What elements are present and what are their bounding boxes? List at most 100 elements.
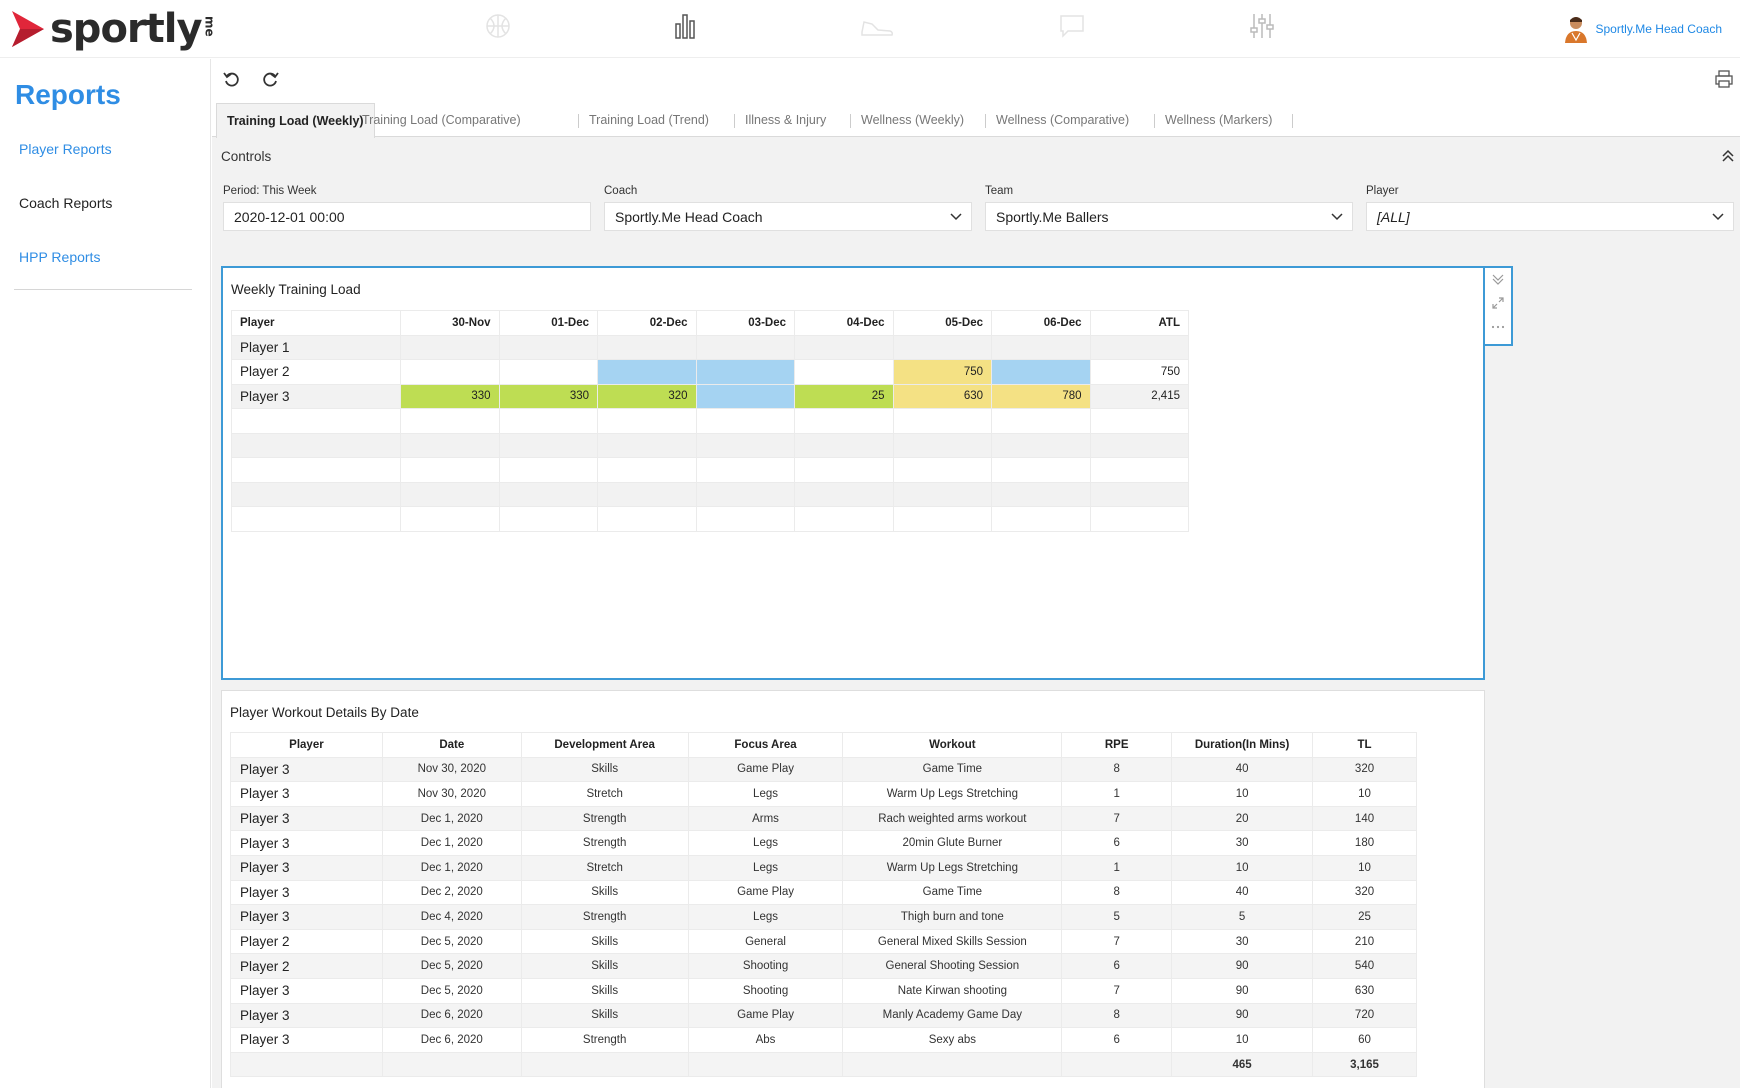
- load-cell[interactable]: [991, 334, 1091, 360]
- sidebar-item-player-reports[interactable]: Player Reports: [19, 141, 112, 157]
- focus-area-cell[interactable]: Legs: [687, 854, 844, 881]
- sidebar-item-coach-reports[interactable]: Coach Reports: [19, 195, 113, 211]
- tab-training-load-weekly[interactable]: Training Load (Weekly): [216, 103, 375, 138]
- rpe-cell[interactable]: 6: [1061, 1027, 1173, 1053]
- player-cell[interactable]: Player 3: [230, 1027, 383, 1053]
- shoe-icon[interactable]: [857, 8, 897, 44]
- development-area-cell[interactable]: Skills: [520, 1002, 689, 1029]
- load-cell[interactable]: [695, 334, 795, 360]
- date-cell[interactable]: Nov 30, 2020: [381, 781, 522, 807]
- date-cell[interactable]: Dec 6, 2020: [381, 1002, 522, 1029]
- player-workout-details-visual[interactable]: Player Workout Details By Date Player Da…: [221, 690, 1485, 1088]
- date-cell[interactable]: Dec 5, 2020: [381, 977, 522, 1004]
- load-cell[interactable]: 750: [892, 359, 992, 385]
- player-cell[interactable]: Player 3: [230, 805, 383, 832]
- load-cell[interactable]: [400, 359, 500, 385]
- focus-area-cell[interactable]: Legs: [687, 830, 844, 856]
- player-cell[interactable]: Player 3: [230, 781, 383, 807]
- focus-area-cell[interactable]: Abs: [687, 1027, 844, 1053]
- tab-wellness-comparative[interactable]: Wellness (Comparative): [996, 113, 1130, 127]
- focus-area-cell[interactable]: Legs: [687, 781, 844, 807]
- tl-cell[interactable]: 210: [1312, 928, 1417, 955]
- development-area-cell[interactable]: Skills: [520, 928, 689, 955]
- load-cell[interactable]: 320: [597, 383, 697, 409]
- tl-cell[interactable]: 720: [1312, 1002, 1417, 1029]
- column-header[interactable]: 06-Dec: [991, 310, 1091, 336]
- load-cell[interactable]: [597, 334, 697, 360]
- workout-cell[interactable]: General Shooting Session: [842, 953, 1063, 979]
- date-cell[interactable]: Dec 1, 2020: [381, 830, 522, 856]
- tl-cell[interactable]: 60: [1312, 1027, 1417, 1053]
- focus-area-cell[interactable]: Arms: [687, 805, 844, 832]
- column-header[interactable]: Focus Area: [687, 732, 844, 758]
- sliders-icon[interactable]: [1242, 8, 1282, 44]
- workout-cell[interactable]: Game Time: [842, 756, 1063, 783]
- column-header[interactable]: 30-Nov: [400, 310, 500, 336]
- tl-cell[interactable]: 180: [1312, 830, 1417, 856]
- sportly-logo[interactable]: sportly me: [8, 6, 217, 52]
- development-area-cell[interactable]: Strength: [520, 830, 689, 856]
- duration-cell[interactable]: 40: [1171, 879, 1314, 906]
- tl-cell[interactable]: 630: [1312, 977, 1417, 1004]
- focus-area-cell[interactable]: Game Play: [687, 1002, 844, 1029]
- workout-cell[interactable]: Rach weighted arms workout: [842, 805, 1063, 832]
- load-cell[interactable]: [794, 334, 894, 360]
- duration-cell[interactable]: 10: [1171, 1027, 1314, 1053]
- duration-cell[interactable]: 5: [1171, 904, 1314, 930]
- load-cell[interactable]: 25: [794, 383, 894, 409]
- workout-cell[interactable]: 20min Glute Burner: [842, 830, 1063, 856]
- workout-cell[interactable]: Sexy abs: [842, 1027, 1063, 1053]
- atl-cell[interactable]: [1089, 334, 1189, 360]
- player-cell[interactable]: Player 3: [230, 756, 383, 783]
- column-header[interactable]: Development Area: [520, 732, 689, 758]
- development-area-cell[interactable]: Strength: [520, 1027, 689, 1053]
- bar-chart-icon[interactable]: [665, 8, 705, 44]
- column-header[interactable]: Workout: [842, 732, 1063, 758]
- focus-area-cell[interactable]: General: [687, 928, 844, 955]
- tl-cell[interactable]: 10: [1312, 854, 1417, 881]
- player-cell[interactable]: Player 1: [231, 334, 401, 360]
- development-area-cell[interactable]: Skills: [520, 756, 689, 783]
- load-cell[interactable]: [498, 334, 598, 360]
- tl-cell[interactable]: 25: [1312, 904, 1417, 930]
- chevron-double-down-icon[interactable]: [1491, 272, 1505, 286]
- duration-cell[interactable]: 20: [1171, 805, 1314, 832]
- workout-cell[interactable]: General Mixed Skills Session: [842, 928, 1063, 955]
- date-cell[interactable]: Dec 5, 2020: [381, 953, 522, 979]
- column-header[interactable]: RPE: [1061, 732, 1173, 758]
- tab-illness-injury[interactable]: Illness & Injury: [745, 113, 827, 127]
- column-header[interactable]: 02-Dec: [597, 310, 697, 336]
- rpe-cell[interactable]: 5: [1061, 904, 1173, 930]
- player-cell[interactable]: Player 3: [230, 977, 383, 1004]
- duration-cell[interactable]: 30: [1171, 928, 1314, 955]
- rpe-cell[interactable]: 8: [1061, 879, 1173, 906]
- load-cell[interactable]: [498, 359, 598, 385]
- rpe-cell[interactable]: 6: [1061, 830, 1173, 856]
- workout-cell[interactable]: Warm Up Legs Stretching: [842, 781, 1063, 807]
- team-select[interactable]: Sportly.Me Ballers: [985, 202, 1353, 231]
- tab-wellness-weekly[interactable]: Wellness (Weekly): [861, 113, 965, 127]
- column-header[interactable]: 03-Dec: [695, 310, 795, 336]
- tl-cell[interactable]: 320: [1312, 756, 1417, 783]
- duration-cell[interactable]: 90: [1171, 953, 1314, 979]
- atl-cell[interactable]: 2,415: [1089, 383, 1189, 409]
- date-cell[interactable]: Dec 1, 2020: [381, 854, 522, 881]
- load-cell[interactable]: [892, 334, 992, 360]
- column-header[interactable]: Date: [381, 732, 522, 758]
- period-field[interactable]: 2020-12-01 00:00: [223, 202, 591, 231]
- column-header[interactable]: 01-Dec: [498, 310, 598, 336]
- focus-area-cell[interactable]: Legs: [687, 904, 844, 930]
- duration-cell[interactable]: 10: [1171, 781, 1314, 807]
- duration-cell[interactable]: 30: [1171, 830, 1314, 856]
- player-cell[interactable]: Player 3: [230, 879, 383, 906]
- column-header[interactable]: 05-Dec: [892, 310, 992, 336]
- tab-training-load-comparative[interactable]: Training Load (Comparative): [362, 113, 521, 127]
- player-cell[interactable]: Player 3: [230, 854, 383, 881]
- development-area-cell[interactable]: Strength: [520, 904, 689, 930]
- workout-cell[interactable]: Warm Up Legs Stretching: [842, 854, 1063, 881]
- development-area-cell[interactable]: Stretch: [520, 781, 689, 807]
- load-cell[interactable]: [991, 359, 1091, 385]
- coach-select[interactable]: Sportly.Me Head Coach: [604, 202, 972, 231]
- focus-area-cell[interactable]: Game Play: [687, 756, 844, 783]
- print-icon[interactable]: [1712, 67, 1736, 91]
